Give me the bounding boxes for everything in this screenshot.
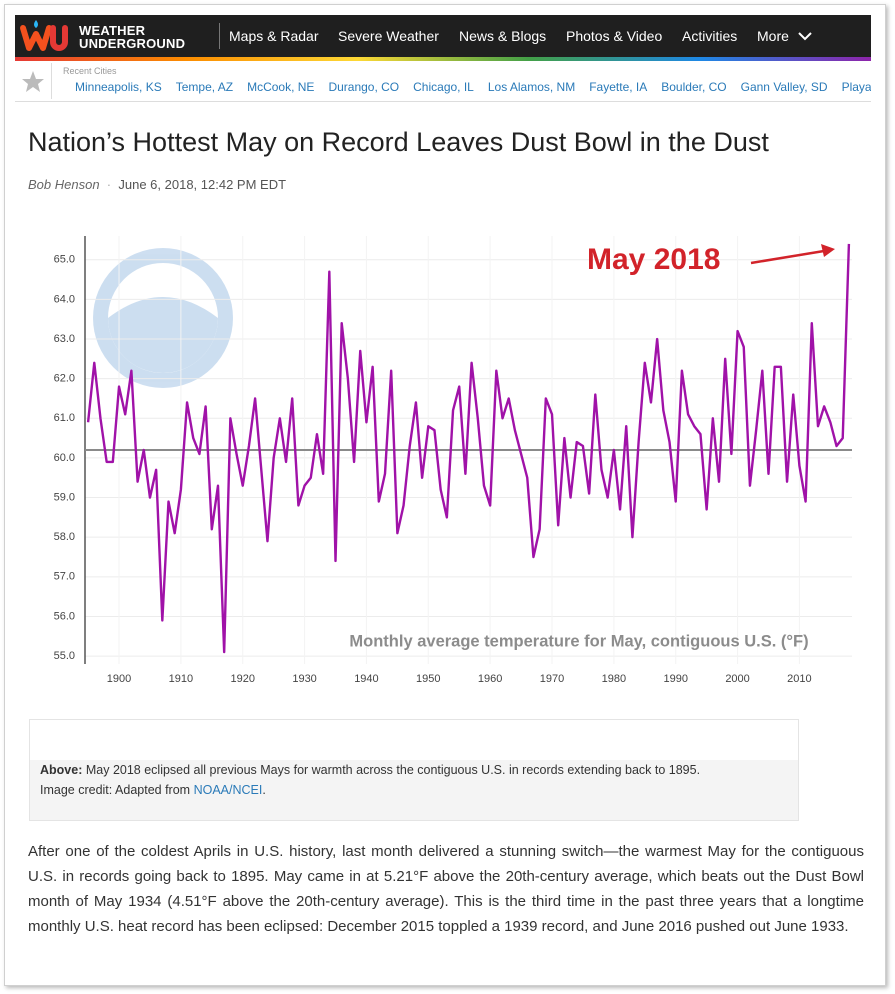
city-link[interactable]: Playa [841,80,871,94]
x-tick-label: 1900 [107,673,131,685]
article-title: Nation’s Hottest May on Record Leaves Du… [28,127,769,157]
nav-link[interactable]: Photos & Video [566,28,663,44]
data-line [86,243,851,654]
x-tick-label: 1940 [354,673,378,685]
credit-link[interactable]: NOAA/NCEI [193,783,263,797]
city-link[interactable]: Minneapolis, KS [75,80,162,94]
logo-mark[interactable] [19,18,69,54]
credit-suffix: . [262,783,266,797]
caption-lead: Above: [40,763,83,777]
annotation: May 2018 [587,243,720,276]
nav-link[interactable]: Severe Weather [338,28,439,44]
x-tick-label: 1980 [602,673,626,685]
nav-link[interactable]: Maps & Radar [229,28,319,44]
city-link[interactable]: Los Alamos, NM [487,80,576,94]
x-tick-label: 1910 [169,673,193,685]
city-link[interactable]: Tempe, AZ [175,80,234,94]
y-tick-label: 58.0 [54,531,75,543]
caption-text: Above: May 2018 eclipsed all previous Ma… [30,760,798,820]
x-tick-label: 1930 [292,673,316,685]
separator [219,23,220,49]
y-tick-label: 57.0 [54,571,75,583]
chart: 55.0 56.0 57.0 58.0 59.0 60.0 61.0 62.0 63.0 64.0… [29,206,859,696]
x-tick-label: 1960 [478,673,502,685]
chart-layer: 55.0 56.0 57.0 58.0 59.0 60.0 61.0 62.0 63.0 64.0… [54,236,852,685]
y-tick-label: 62.0 [54,373,75,385]
y-tick-label: 59.0 [54,491,75,503]
chart-subtitle: Monthly average temperature for May, con… [349,632,808,650]
nav-bar: WEATHER UNDERGROUND Maps & Radar Severe W… [15,15,871,57]
city-link[interactable]: Fayette, IA [589,80,648,94]
date: June 6, 2018, 12:42 PM EDT [118,177,287,192]
caption-credit: Image credit: Adapted from NOAA/NCEI. [30,780,798,800]
logo-line: WEATHER [79,23,146,38]
cities-label: Recent Cities [63,66,117,76]
noaa-logo [93,248,233,388]
x-tick-label: 1920 [230,673,254,685]
caption: Above: May 2018 eclipsed all previous Ma… [29,719,799,821]
x-tick-label: 2010 [787,673,811,685]
y-tick-label: 55.0 [54,650,75,662]
city-link[interactable]: Boulder, CO [661,80,727,94]
y-tick-label: 63.0 [54,333,75,345]
y-tick-label: 60.0 [54,452,75,464]
star-icon[interactable] [15,63,52,99]
y-tick-label: 65.0 [54,254,75,266]
x-tick-label: 1950 [416,673,440,685]
nav-link[interactable]: News & Blogs [459,28,547,44]
x-tick-label: 1990 [663,673,687,685]
y-tick-label: 61.0 [54,412,75,424]
city-link[interactable]: McCook, NE [247,80,315,94]
city-link[interactable]: Durango, CO [328,80,400,94]
article-body: After one of the coldest Aprils in U.S. … [28,843,864,935]
logo-line: UNDERGROUND [79,36,186,51]
y-tick-label: 56.0 [54,610,75,622]
recent-cities: Recent Cities Minneapolis, KS Tempe, AZ Mc… [15,63,871,102]
nav-link[interactable]: More [757,28,789,44]
city-link[interactable]: Gann Valley, SD [740,80,828,94]
arrow-head [821,244,835,257]
x-tick-label: 1970 [540,673,564,685]
x-tick-label: 2000 [725,673,749,685]
caption-line: Above: May 2018 eclipsed all previous Ma… [30,760,798,780]
page-frame: WEATHER UNDERGROUND Maps & Radar Severe W… [4,4,886,986]
city-link[interactable]: Chicago, IL [413,80,474,94]
logo-text[interactable]: WEATHER UNDERGROUND [79,24,185,50]
y-tick-label: 64.0 [54,293,75,305]
nav-link[interactable]: Activities [682,28,738,44]
color-stripe [15,57,871,61]
caption-body: May 2018 eclipsed all previous Mays for … [85,763,701,777]
credit-prefix: Image credit: Adapted from [40,783,191,797]
byline: Bob Henson · June 6, 2018, 12:42 PM EDT [28,177,287,192]
author[interactable]: Bob Henson [28,177,100,192]
annotation-arrow [750,249,825,265]
chevron[interactable] [797,31,813,43]
